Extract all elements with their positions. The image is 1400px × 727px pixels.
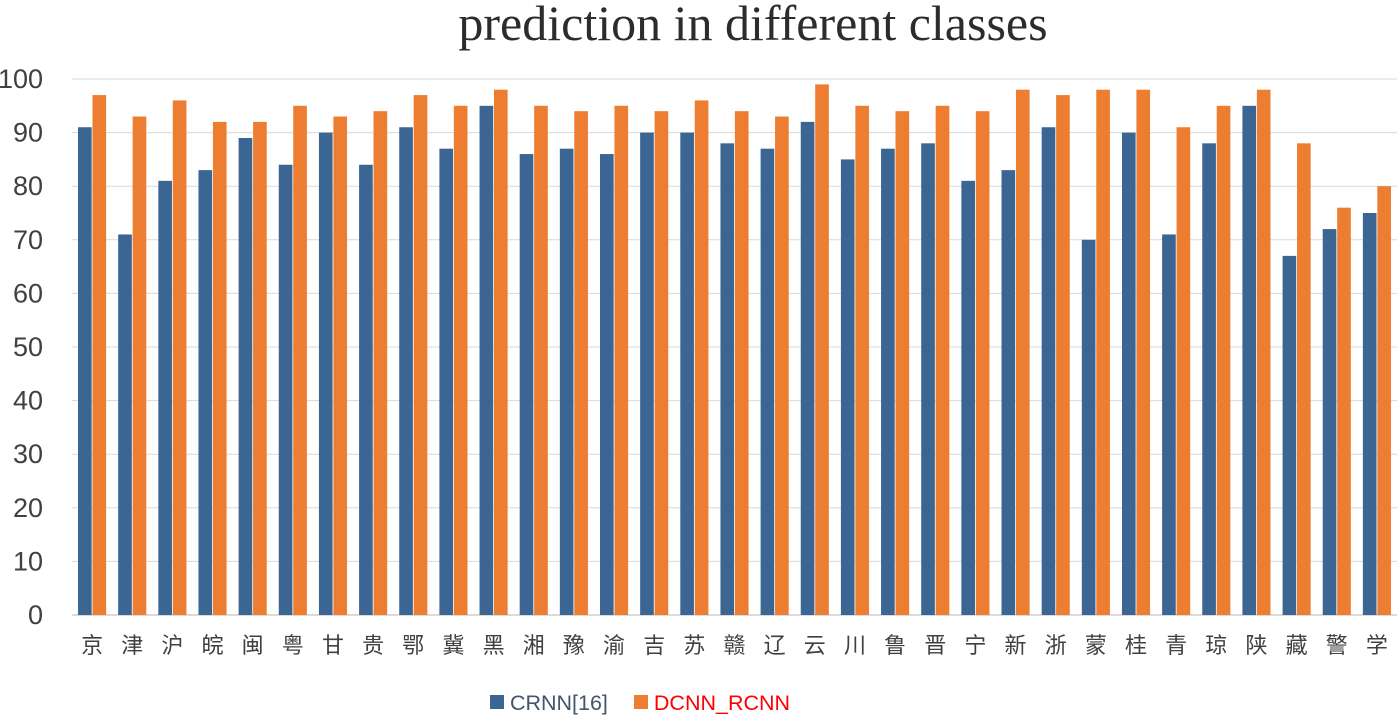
- svg-text:50: 50: [13, 332, 43, 362]
- svg-text:30: 30: [13, 439, 43, 469]
- svg-text:吉: 吉: [643, 633, 665, 658]
- svg-text:70: 70: [13, 225, 43, 255]
- svg-text:渝: 渝: [603, 633, 625, 658]
- svg-text:10: 10: [13, 546, 43, 576]
- svg-text:津: 津: [121, 633, 143, 658]
- svg-text:新: 新: [1005, 633, 1027, 658]
- svg-text:沪: 沪: [161, 633, 183, 658]
- svg-text:100: 100: [0, 64, 43, 94]
- svg-text:宁: 宁: [964, 633, 986, 658]
- svg-text:豫: 豫: [563, 633, 585, 658]
- svg-text:60: 60: [13, 278, 43, 308]
- svg-text:琼: 琼: [1205, 633, 1227, 658]
- svg-text:京: 京: [81, 633, 103, 658]
- svg-text:桂: 桂: [1125, 633, 1147, 658]
- svg-text:藏: 藏: [1286, 633, 1308, 658]
- svg-text:学: 学: [1366, 633, 1388, 658]
- svg-text:青: 青: [1165, 633, 1187, 658]
- svg-text:蒙: 蒙: [1085, 633, 1107, 658]
- svg-text:晋: 晋: [924, 633, 946, 658]
- svg-text:辽: 辽: [764, 633, 786, 658]
- svg-text:90: 90: [13, 118, 43, 148]
- svg-text:40: 40: [13, 386, 43, 416]
- svg-text:鄂: 鄂: [402, 633, 424, 658]
- svg-text:20: 20: [13, 493, 43, 523]
- svg-text:80: 80: [13, 171, 43, 201]
- svg-text:甘: 甘: [322, 633, 344, 658]
- svg-text:云: 云: [804, 633, 826, 658]
- svg-text:贵: 贵: [362, 633, 384, 658]
- svg-text:湘: 湘: [523, 633, 545, 658]
- svg-text:陕: 陕: [1245, 633, 1267, 658]
- svg-text:赣: 赣: [723, 633, 745, 658]
- svg-text:川: 川: [844, 633, 866, 658]
- svg-text:皖: 皖: [202, 633, 224, 658]
- svg-text:警: 警: [1326, 633, 1348, 658]
- svg-text:浙: 浙: [1045, 633, 1067, 658]
- svg-text:鲁: 鲁: [884, 633, 906, 658]
- svg-text:黑: 黑: [483, 633, 505, 658]
- svg-text:冀: 冀: [442, 633, 464, 658]
- svg-text:0: 0: [28, 600, 43, 630]
- svg-text:粤: 粤: [282, 633, 304, 658]
- svg-text:闽: 闽: [242, 633, 264, 658]
- svg-text:苏: 苏: [683, 633, 705, 658]
